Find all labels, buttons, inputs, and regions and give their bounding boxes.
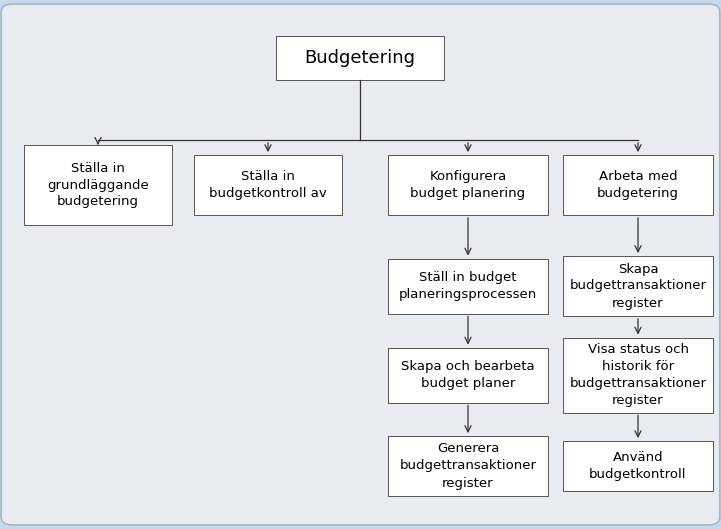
- FancyBboxPatch shape: [388, 155, 548, 215]
- FancyBboxPatch shape: [563, 155, 713, 215]
- Text: Arbeta med
budgetering: Arbeta med budgetering: [597, 170, 679, 200]
- Text: Ställa in
budgetkontroll av: Ställa in budgetkontroll av: [209, 170, 327, 200]
- FancyBboxPatch shape: [563, 441, 713, 491]
- Text: Ställ in budget
planeringsprocessen: Ställ in budget planeringsprocessen: [399, 271, 537, 301]
- FancyBboxPatch shape: [388, 259, 548, 314]
- Text: Ställa in
grundläggande
budgetering: Ställa in grundläggande budgetering: [47, 161, 149, 208]
- Text: Använd
budgetkontroll: Använd budgetkontroll: [589, 451, 686, 481]
- Text: Generera
budgettransaktioner
register: Generera budgettransaktioner register: [399, 442, 536, 489]
- Text: Skapa och bearbeta
budget planer: Skapa och bearbeta budget planer: [401, 360, 535, 390]
- FancyBboxPatch shape: [194, 155, 342, 215]
- FancyBboxPatch shape: [276, 36, 444, 80]
- Text: Visa status och
historik för
budgettransaktioner
register: Visa status och historik för budgettrans…: [570, 343, 707, 407]
- FancyBboxPatch shape: [24, 145, 172, 225]
- Text: Skapa
budgettransaktioner
register: Skapa budgettransaktioner register: [570, 262, 707, 309]
- Text: Budgetering: Budgetering: [304, 49, 415, 67]
- FancyBboxPatch shape: [388, 348, 548, 403]
- FancyBboxPatch shape: [563, 256, 713, 316]
- FancyBboxPatch shape: [563, 338, 713, 413]
- Text: Konfigurera
budget planering: Konfigurera budget planering: [410, 170, 526, 200]
- FancyBboxPatch shape: [388, 436, 548, 496]
